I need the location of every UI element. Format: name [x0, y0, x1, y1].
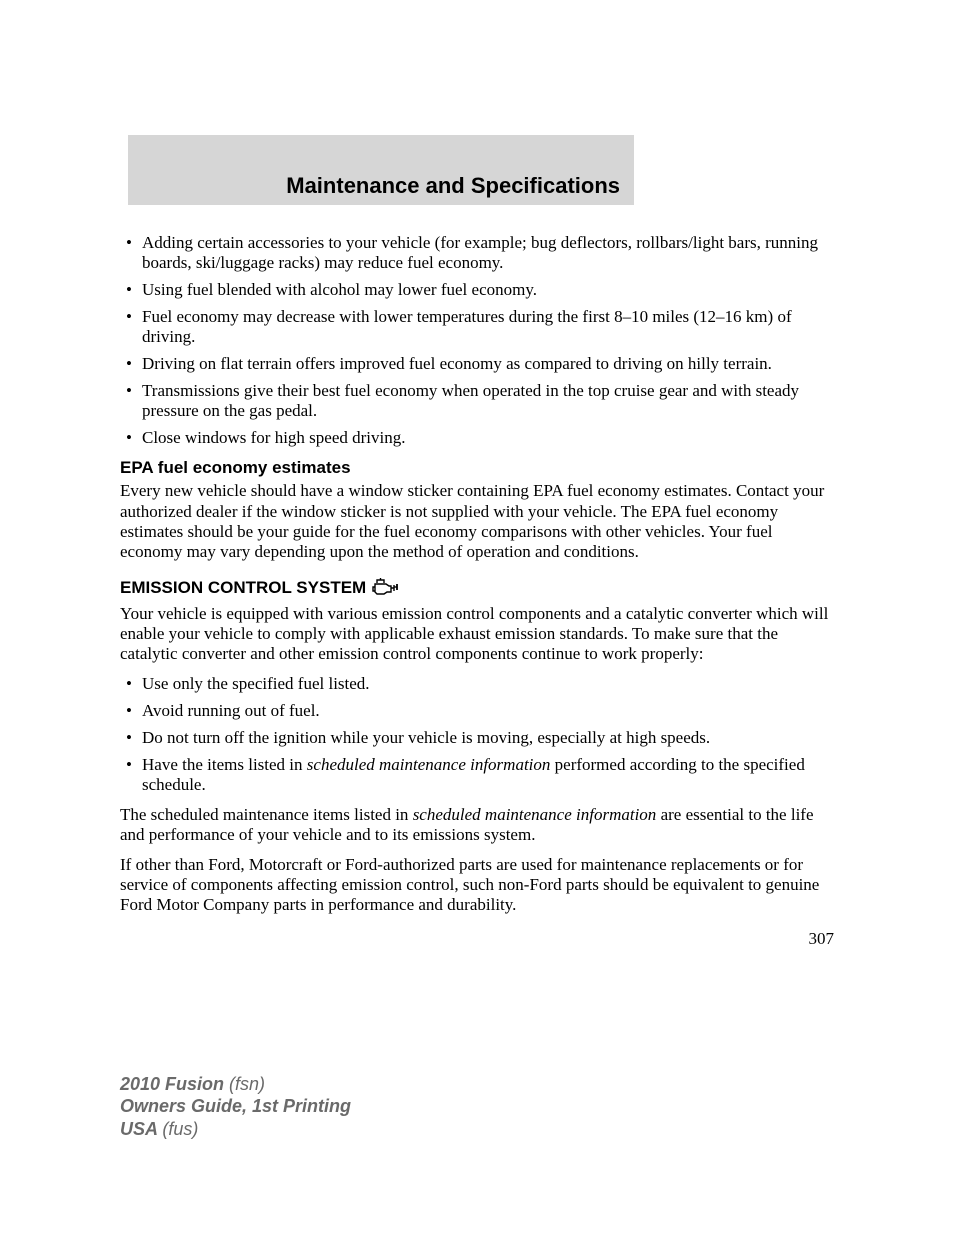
footer-region: USA [120, 1119, 162, 1139]
footer-model: 2010 Fusion [120, 1074, 229, 1094]
emission-heading-text: EMISSION CONTROL SYSTEM [120, 578, 366, 598]
fuel-economy-bullets: Adding certain accessories to your vehic… [120, 233, 834, 448]
footer-line3: USA (fus) [120, 1118, 351, 1141]
footer: 2010 Fusion (fsn) Owners Guide, 1st Prin… [120, 1073, 351, 1141]
body-content: Adding certain accessories to your vehic… [120, 233, 834, 949]
list-item: Close windows for high speed driving. [120, 428, 834, 448]
epa-paragraph: Every new vehicle should have a window s… [120, 481, 834, 561]
footer-code: (fsn) [229, 1074, 265, 1094]
list-item: Using fuel blended with alcohol may lowe… [120, 280, 834, 300]
footer-line1: 2010 Fusion (fsn) [120, 1073, 351, 1096]
page-container: Maintenance and Specifications Adding ce… [0, 0, 954, 949]
list-item: Fuel economy may decrease with lower tem… [120, 307, 834, 347]
epa-heading: EPA fuel economy estimates [120, 458, 834, 478]
list-item: Use only the specified fuel listed. [120, 674, 834, 694]
emission-bullets: Use only the specified fuel listed. Avoi… [120, 674, 834, 795]
text-fragment: Have the items listed in [142, 755, 307, 774]
emission-heading: EMISSION CONTROL SYSTEM [120, 576, 834, 601]
text-fragment: The scheduled maintenance items listed i… [120, 805, 413, 824]
list-item: Adding certain accessories to your vehic… [120, 233, 834, 273]
page-number: 307 [120, 929, 834, 949]
emission-intro: Your vehicle is equipped with various em… [120, 604, 834, 664]
page-title: Maintenance and Specifications [286, 173, 620, 199]
footer-line2: Owners Guide, 1st Printing [120, 1095, 351, 1118]
list-item: Avoid running out of fuel. [120, 701, 834, 721]
list-item: Transmissions give their best fuel econo… [120, 381, 834, 421]
list-item: Driving on flat terrain offers improved … [120, 354, 834, 374]
italic-text: scheduled maintenance information [307, 755, 551, 774]
header-band: Maintenance and Specifications [128, 135, 634, 205]
list-item: Do not turn off the ignition while your … [120, 728, 834, 748]
emission-para2: The scheduled maintenance items listed i… [120, 805, 834, 845]
engine-icon [372, 576, 400, 601]
list-item: Have the items listed in scheduled maint… [120, 755, 834, 795]
footer-region-code: (fus) [162, 1119, 198, 1139]
emission-para3: If other than Ford, Motorcraft or Ford-a… [120, 855, 834, 915]
italic-text: scheduled maintenance information [413, 805, 657, 824]
